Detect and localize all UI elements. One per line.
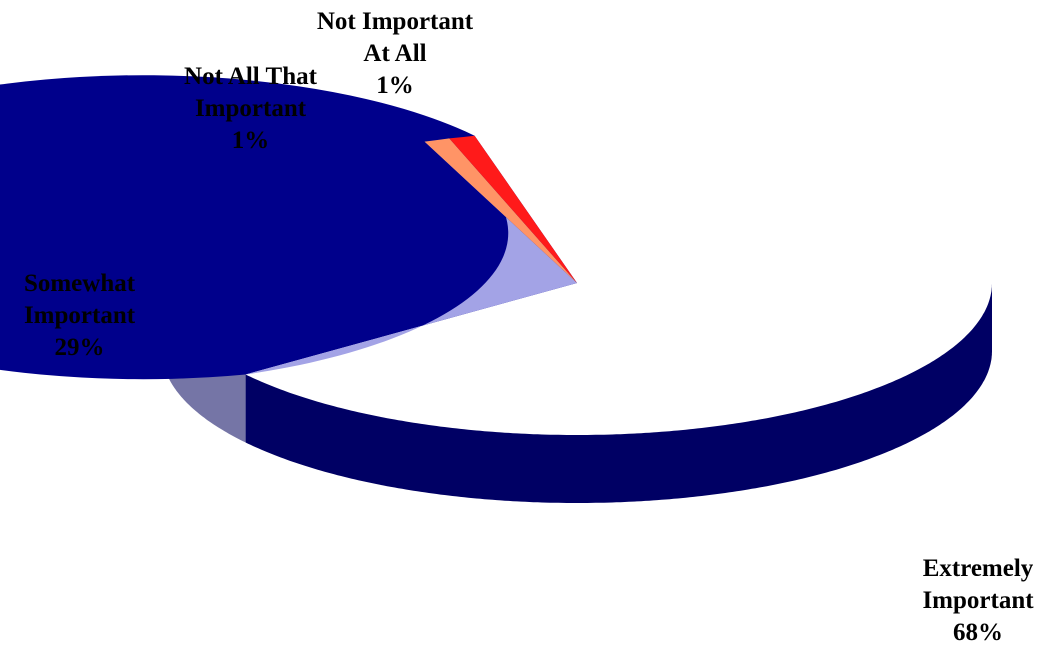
pie-slice-not-important-at-all: [449, 135, 577, 283]
slice-label-not-all-that-important: Not All That Important 1%: [184, 63, 317, 154]
pie-chart: [0, 75, 993, 503]
slice-label-somewhat-important: Somewhat Important 29%: [23, 270, 136, 361]
pie-side-extremely-important: [245, 283, 993, 503]
pie-slice-not-all-that-important: [424, 138, 577, 283]
pie-top: [0, 75, 577, 380]
slice-label-extremely-important: Extremely Important 68%: [922, 555, 1034, 646]
pie-slice-extremely-important: [0, 75, 577, 380]
slice-label-not-important-at-all: Not Important At All 1%: [316, 8, 474, 99]
